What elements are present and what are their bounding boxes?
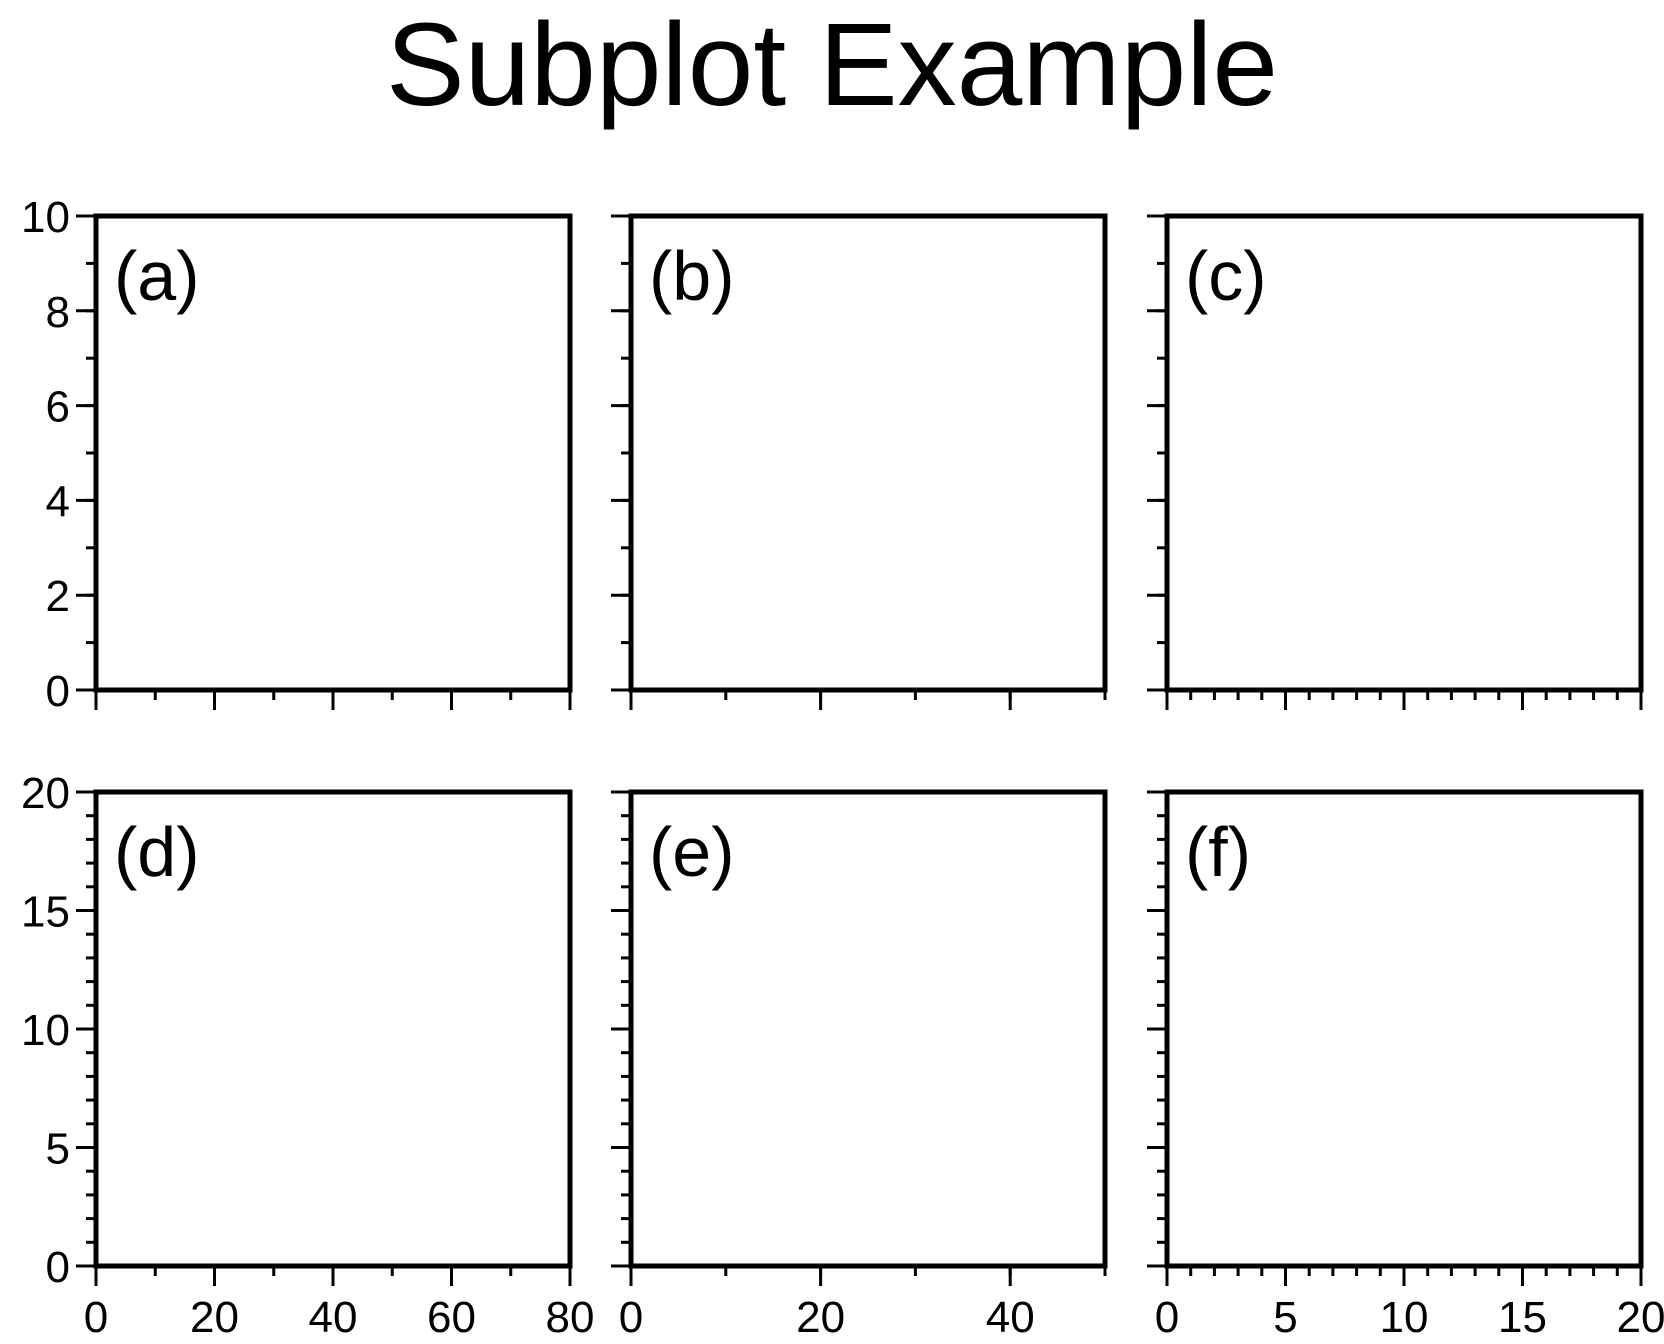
panel-a-y-tick-label: 8 xyxy=(46,288,70,337)
panel-a-y-tick-label: 2 xyxy=(46,572,70,621)
panel-f-x-tick-label: 10 xyxy=(1380,1293,1429,1342)
panel-b-frame xyxy=(628,213,1108,693)
panel-d-x-tick-label: 20 xyxy=(190,1293,239,1342)
panel-a-frame xyxy=(93,213,573,693)
panel-d-y-tick-label: 0 xyxy=(46,1243,70,1292)
panel-d-y-tick-label: 10 xyxy=(21,1006,70,1055)
panel-f-label: (f) xyxy=(1185,813,1251,891)
panel-e-label: (e) xyxy=(649,813,735,891)
panel-f-x-tick-label: 0 xyxy=(1155,1293,1179,1342)
panel-d-x-tick-label: 60 xyxy=(427,1293,476,1342)
panel-d-x-tick-label: 0 xyxy=(84,1293,108,1342)
panel-d-y-tick-label: 20 xyxy=(21,769,70,818)
panel-d-y-tick-label: 5 xyxy=(46,1125,70,1174)
panel-c-label: (c) xyxy=(1185,237,1267,315)
panel-d-label: (d) xyxy=(114,813,200,891)
panel-e-x-tick-label: 0 xyxy=(619,1293,643,1342)
panel-d-x-tick-label: 80 xyxy=(546,1293,595,1342)
panel-f-x-tick-label: 5 xyxy=(1273,1293,1297,1342)
panel-f-x-tick-label: 15 xyxy=(1498,1293,1547,1342)
panel-d-frame xyxy=(93,789,573,1269)
panel-f-x-tick-label: 20 xyxy=(1617,1293,1664,1342)
figure-title: Subplot Example xyxy=(385,0,1279,131)
panel-a-y-tick-label: 10 xyxy=(21,193,70,242)
panel-a-y-tick-label: 4 xyxy=(46,477,70,526)
panel-e-x-tick-label: 40 xyxy=(986,1293,1035,1342)
panel-d-y-tick-label: 15 xyxy=(21,888,70,937)
panel-b-label: (b) xyxy=(649,237,735,315)
panel-a-label: (a) xyxy=(114,237,200,315)
panel-e-x-tick-label: 20 xyxy=(796,1293,845,1342)
panel-a-y-tick-label: 0 xyxy=(46,667,70,716)
panel-d-x-tick-label: 40 xyxy=(309,1293,358,1342)
panel-c-frame xyxy=(1164,213,1644,693)
panel-f-frame xyxy=(1164,789,1644,1269)
panel-a-y-tick-label: 6 xyxy=(46,383,70,432)
panel-e-frame xyxy=(628,789,1108,1269)
